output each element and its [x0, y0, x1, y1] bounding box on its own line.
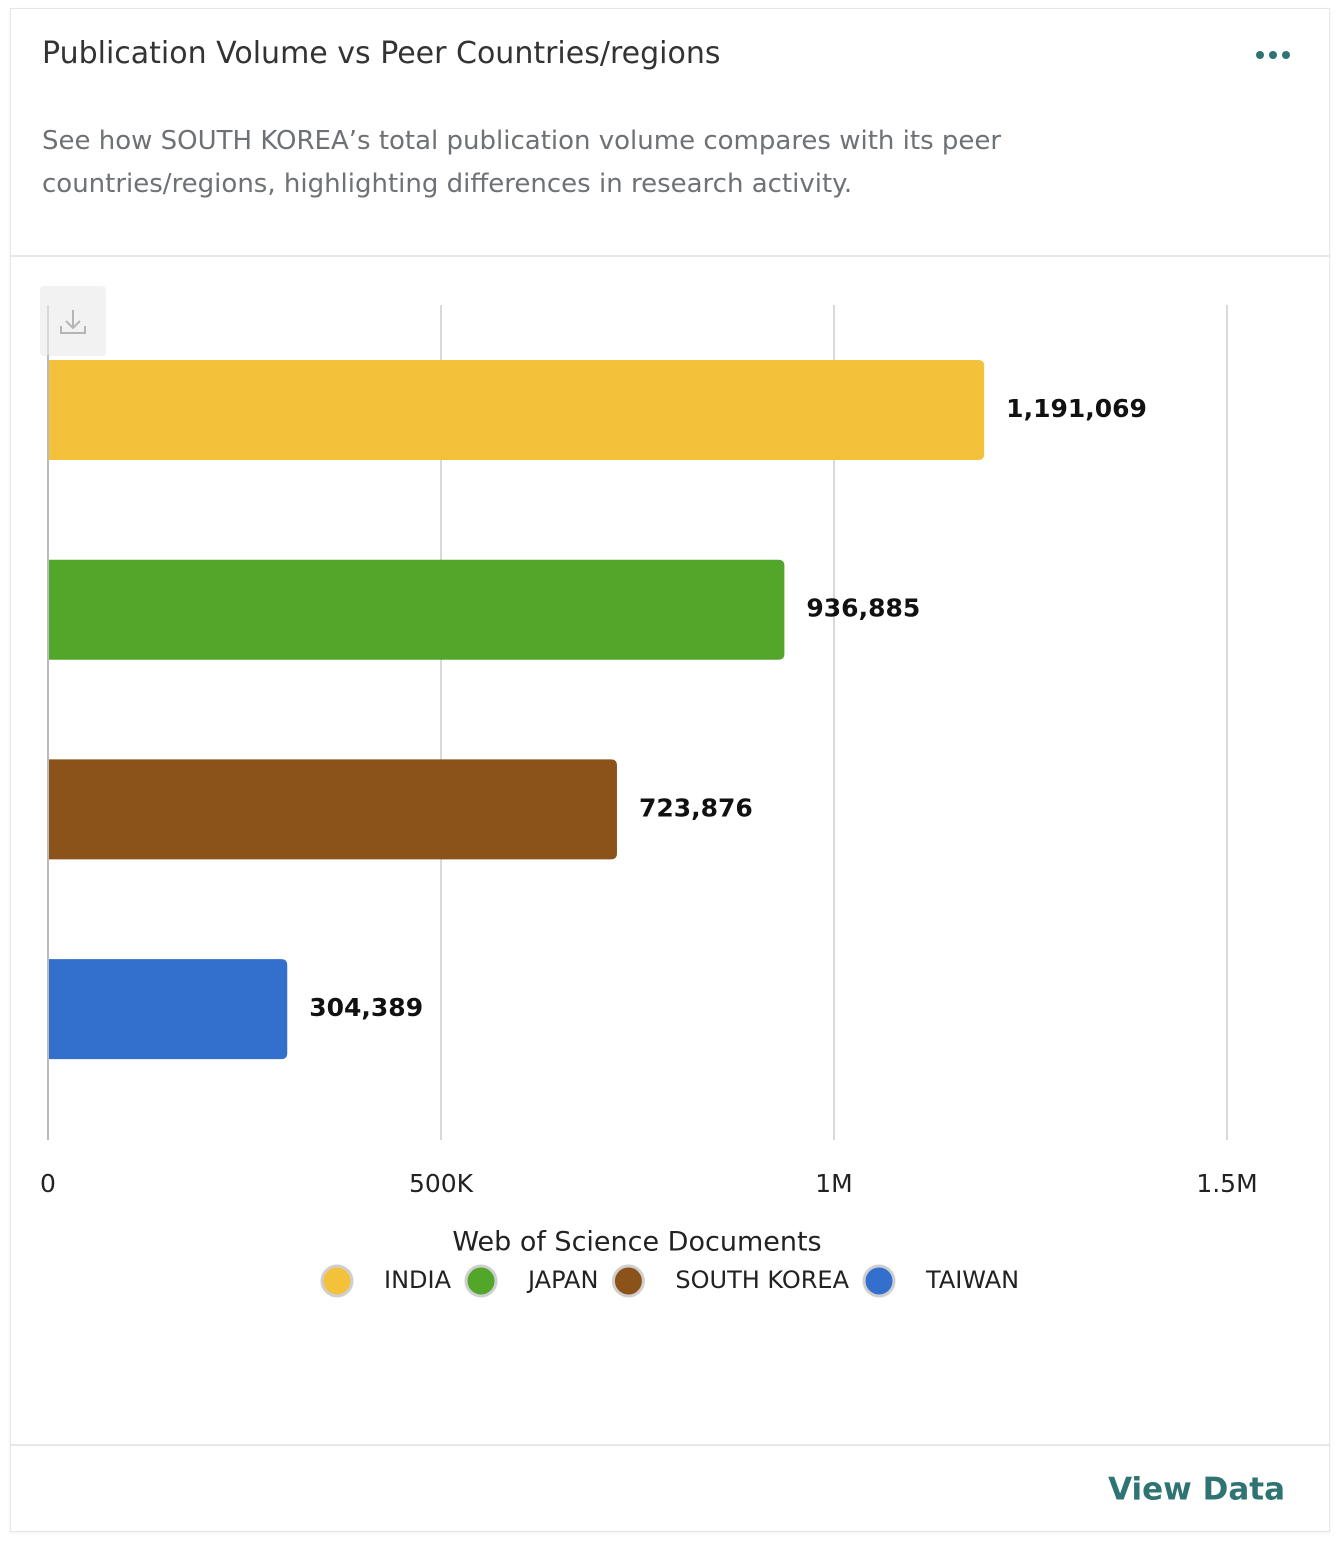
- value-label: 936,885: [806, 594, 920, 623]
- menu-button[interactable]: [1256, 51, 1290, 59]
- value-label: 304,389: [309, 993, 423, 1022]
- legend-swatch: [320, 1264, 354, 1298]
- legend-label: SOUTH KOREA: [675, 1266, 849, 1294]
- download-button[interactable]: [40, 286, 106, 356]
- bar: [48, 559, 785, 660]
- value-label: 723,876: [639, 793, 753, 822]
- bar: [48, 959, 288, 1060]
- bar: [48, 759, 617, 860]
- x-tick-label: 1.5M: [1196, 1169, 1257, 1198]
- x-tick-label: 500K: [409, 1169, 474, 1198]
- legend-label: JAPAN: [526, 1266, 598, 1294]
- legend-label: INDIA: [384, 1266, 452, 1294]
- legend-swatch: [611, 1264, 645, 1298]
- x-tick-label: 0: [40, 1169, 56, 1198]
- legend-label: TAIWAN: [925, 1266, 1019, 1294]
- card-subtitle: See how SOUTH KOREA’s total publication …: [42, 126, 1002, 199]
- card-title: Publication Volume vs Peer Countries/reg…: [42, 36, 721, 71]
- card: [10, 8, 1330, 1532]
- value-label: 1,191,069: [1006, 394, 1147, 423]
- x-tick-label: 1M: [815, 1169, 852, 1198]
- legend-swatch: [862, 1264, 896, 1298]
- view-data-link[interactable]: View Data: [1108, 1472, 1285, 1508]
- bar: [48, 360, 985, 460]
- plot: 0 500K 1M 1.5M 1,191,069 936,885 723,876 304,38…: [40, 305, 1258, 1298]
- legend-swatch: [464, 1264, 498, 1298]
- x-axis-title: Web of Science Documents: [452, 1227, 821, 1258]
